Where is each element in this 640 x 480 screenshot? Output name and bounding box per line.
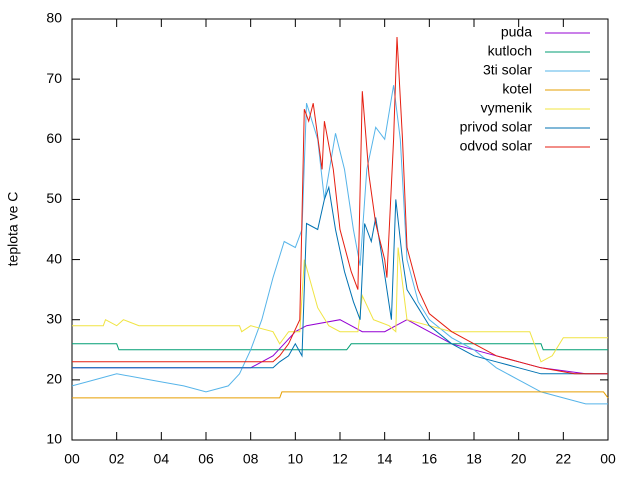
x-tick-label: 04 [154,451,170,467]
x-tick-label: 22 [556,451,572,467]
x-tick-label: 20 [511,451,527,467]
x-tick-label: 06 [198,451,214,467]
x-tick-label: 12 [332,451,348,467]
x-tick-label: 00 [64,451,80,467]
x-tick-label: 18 [466,451,482,467]
legend-label: kutloch [488,43,532,59]
series-line [72,247,608,363]
x-tick-label: 16 [422,451,438,467]
x-tick-label: 08 [243,451,259,467]
x-tick-label: 14 [377,451,393,467]
x-tick-label: 00 [600,451,616,467]
legend-label: privod solar [460,119,533,135]
series-line [72,319,608,375]
y-tick-label: 60 [46,130,62,146]
y-tick-label: 30 [46,310,62,326]
series-line [72,391,609,399]
y-tick-label: 50 [46,190,62,206]
legend-label: 3ti solar [483,62,532,78]
legend-label: puda [501,24,532,40]
series-line [72,185,608,375]
y-tick-label: 80 [46,10,62,26]
y-axis-label: teplota ve C [5,192,21,267]
y-tick-label: 70 [46,70,62,86]
x-tick-label: 02 [109,451,125,467]
series-line [72,343,608,351]
series-line [72,36,608,375]
legend-label: kotel [502,81,532,97]
y-tick-label: 10 [46,431,62,447]
y-tick-label: 40 [46,250,62,266]
x-tick-label: 10 [288,451,304,467]
legend-label: odvod solar [460,138,533,154]
plot-border [71,18,609,441]
series-line [71,85,608,405]
y-tick-label: 20 [46,371,62,387]
legend-label: vymenik [481,100,533,116]
